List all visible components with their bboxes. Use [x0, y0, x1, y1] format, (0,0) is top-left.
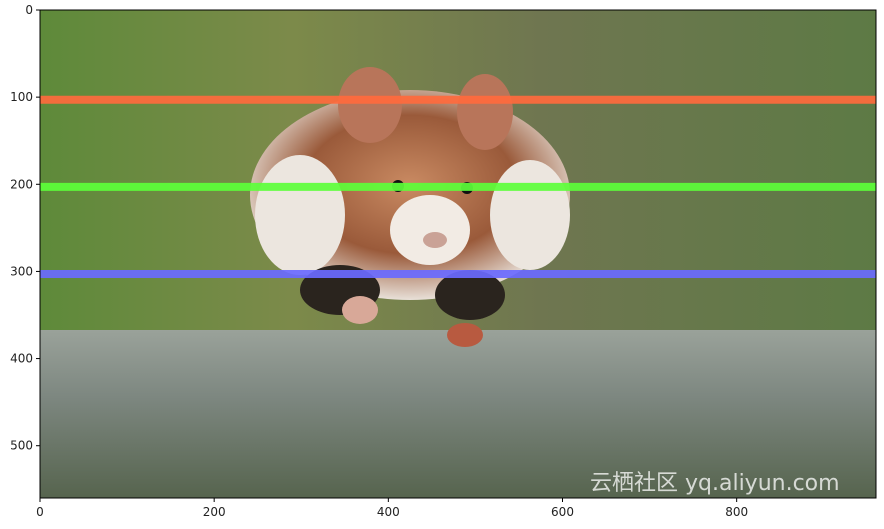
x-tick-label: 0 — [36, 505, 44, 519]
y-tick-label: 0 — [25, 3, 33, 17]
x-tick-label: 400 — [377, 505, 400, 519]
y-tick-label: 300 — [10, 264, 33, 278]
y-tick-label: 400 — [10, 352, 33, 366]
watermark: 云栖社区 yq.aliyun.com — [590, 471, 840, 496]
y-tick-label: 500 — [10, 439, 33, 453]
x-tick-label: 600 — [551, 505, 574, 519]
x-tick-label: 800 — [725, 505, 748, 519]
y-tick-label: 100 — [10, 90, 33, 104]
axes-frame — [39, 9, 877, 499]
y-tick-label: 200 — [10, 177, 33, 191]
photo — [40, 10, 876, 498]
x-tick-label: 200 — [203, 505, 226, 519]
